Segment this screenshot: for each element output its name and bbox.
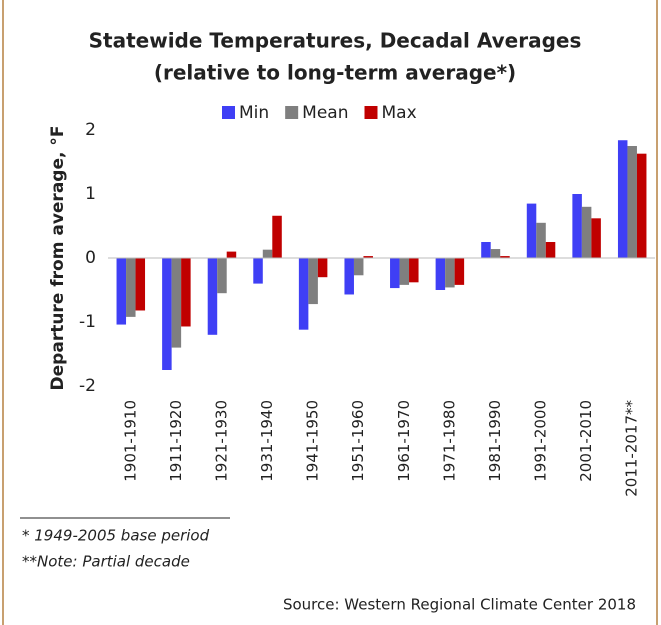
- bar: [536, 222, 546, 258]
- bar: [126, 258, 136, 317]
- bar: [545, 242, 556, 258]
- chart-subtitle: (relative to long-term average*): [154, 61, 516, 85]
- x-tick-label: 1981-1990: [486, 400, 504, 482]
- bar: [500, 256, 510, 258]
- bar: [636, 153, 647, 258]
- bar: [162, 258, 172, 370]
- x-tick-label: 1961-1970: [395, 400, 413, 482]
- bar: [481, 242, 491, 258]
- bar: [526, 203, 537, 258]
- x-tick-label: 1911-1920: [167, 400, 185, 482]
- bar: [591, 218, 601, 258]
- x-tick-label: 2001-2010: [577, 400, 595, 482]
- bar: [226, 251, 237, 258]
- bar: [581, 206, 592, 258]
- bar: [353, 258, 364, 276]
- bar: [435, 258, 446, 290]
- source: Source: Western Regional Climate Center …: [283, 596, 636, 614]
- bar: [572, 194, 582, 258]
- legend-swatch: [364, 106, 378, 119]
- x-tick-label: 1941-1950: [304, 400, 322, 482]
- y-tick-label: -1: [79, 312, 96, 332]
- y-axis-label: Departure from average, °F: [48, 126, 68, 391]
- bar: [627, 146, 637, 258]
- legend-swatch: [222, 106, 235, 119]
- legend-label: Max: [382, 103, 417, 123]
- bar: [344, 258, 354, 295]
- legend-label: Min: [239, 103, 269, 123]
- y-tick-label: 0: [85, 248, 96, 268]
- bar: [317, 258, 328, 278]
- chart-title: Statewide Temperatures, Decadal Averages: [89, 29, 582, 53]
- bar: [454, 258, 465, 285]
- bar: [298, 258, 309, 330]
- bar: [363, 256, 373, 258]
- footnote: **Note: Partial decade: [22, 553, 190, 571]
- bar: [409, 258, 419, 283]
- y-tick-label: 2: [85, 120, 96, 140]
- bar: [617, 140, 628, 258]
- bar: [399, 258, 410, 285]
- bar: [217, 258, 227, 294]
- footnote: * 1949-2005 base period: [22, 527, 210, 545]
- bar: [308, 258, 318, 305]
- bar: [490, 249, 501, 258]
- y-tick-label: 1: [85, 184, 96, 204]
- legend-label: Mean: [302, 103, 348, 123]
- x-tick-label: 1991-2000: [532, 400, 550, 482]
- bar: [390, 258, 400, 289]
- x-tick-label: 1901-1910: [121, 400, 139, 482]
- bar: [181, 258, 191, 327]
- x-tick-label: 2011-2017**: [623, 400, 641, 497]
- x-tick-label: 1931-1940: [258, 400, 276, 482]
- bar: [253, 258, 263, 284]
- bar: [262, 249, 273, 258]
- bar: [445, 258, 455, 288]
- bar: [171, 258, 182, 348]
- x-tick-label: 1971-1980: [440, 400, 458, 482]
- bar: [207, 258, 218, 335]
- bar: [135, 258, 146, 311]
- bar: [272, 215, 282, 258]
- x-tick-label: 1951-1960: [349, 400, 367, 482]
- legend-swatch: [285, 106, 299, 119]
- bar: [116, 258, 127, 325]
- y-tick-label: -2: [79, 376, 96, 396]
- x-tick-label: 1921-1930: [212, 400, 230, 482]
